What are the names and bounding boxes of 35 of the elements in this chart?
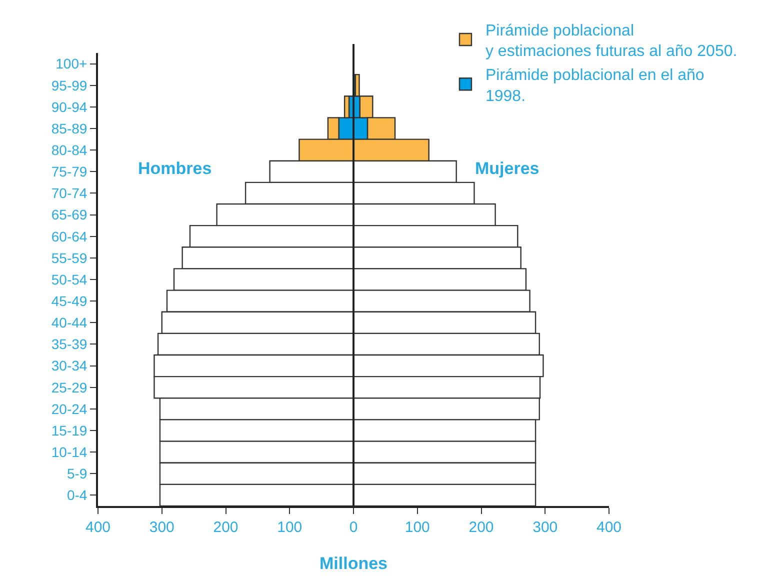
annotation: Mujeres (475, 159, 540, 178)
y-tick-label: 35-39 (51, 336, 88, 352)
legend-label: Pirámide poblacional y estimaciones futuras al año 2050. (485, 22, 738, 60)
y-tick-label: 10-14 (51, 444, 88, 460)
y-tick-label: 0-4 (66, 487, 88, 504)
x-tick-label: 200 (468, 519, 494, 536)
x-axis-title: Millones (319, 554, 388, 573)
y-tick-label: 90-94 (51, 98, 88, 115)
x-tick-label: 200 (213, 519, 238, 536)
y-tick-label: 70-74 (51, 185, 88, 202)
y-tick-label: 30-34 (51, 358, 88, 374)
y-tick-label: 15-19 (51, 422, 88, 438)
y-tick-label: 5-9 (66, 466, 88, 482)
x-tick-label: 300 (532, 519, 558, 536)
y-tick-label: 75-79 (51, 164, 88, 180)
y-tick-label: 85-89 (51, 120, 88, 136)
y-tick-label: 80-84 (51, 142, 88, 158)
y-tick-label: 45-49 (51, 292, 88, 309)
y-tick-label: 100+ (56, 56, 88, 72)
x-tick-label: 0 (349, 519, 358, 536)
x-tick-label: 400 (596, 519, 622, 536)
annotation: Hombres (138, 159, 212, 178)
y-tick-label: 55-59 (51, 250, 88, 266)
x-tick-label: 400 (85, 519, 111, 536)
y-tick-label: 25-29 (51, 379, 88, 396)
x-tick-label: 100 (277, 519, 302, 536)
y-tick-label: 40-44 (51, 314, 88, 331)
y-tick-label: 65-69 (51, 206, 88, 223)
x-tick-label: 100 (404, 519, 430, 536)
y-tick-label: 50-54 (51, 271, 88, 288)
legend-label: Pirámide poblacional en el año 1998. (485, 66, 704, 105)
y-tick-label: 60-64 (51, 228, 88, 244)
y-tick-label: 20-24 (51, 400, 88, 417)
x-tick-label: 300 (149, 519, 174, 536)
y-tick-label: 95-99 (51, 77, 88, 94)
